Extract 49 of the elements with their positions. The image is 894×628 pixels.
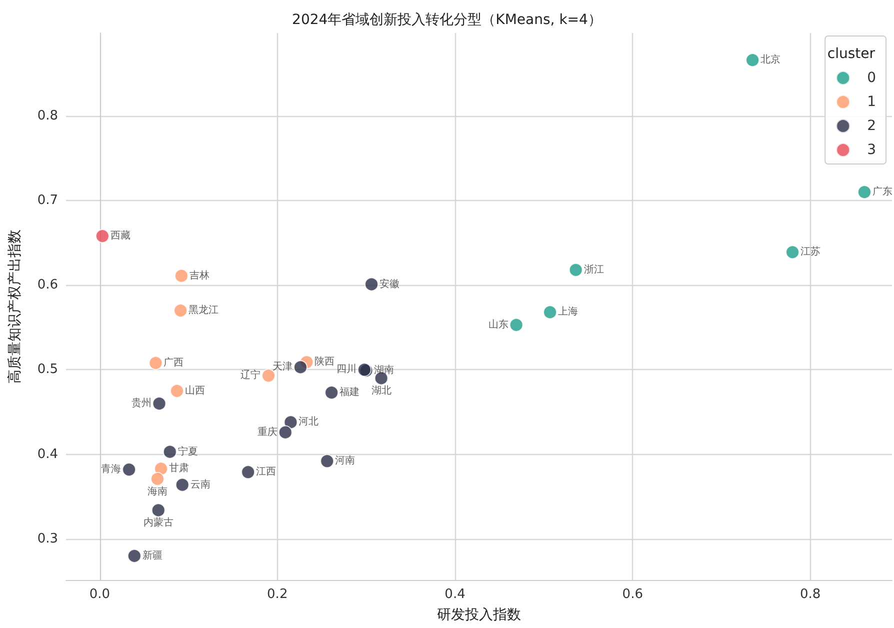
x-tick-label: 0.2 — [267, 587, 288, 602]
y-axis-title: 高质量知识产权产出指数 — [7, 230, 23, 384]
data-label: 江苏 — [800, 246, 821, 258]
data-label: 内蒙古 — [143, 516, 174, 529]
x-tick-label: 0.6 — [622, 587, 643, 602]
data-label: 四川 — [336, 363, 356, 376]
data-label: 河北 — [298, 416, 319, 428]
data-label: 安徽 — [380, 278, 400, 290]
data-label: 贵州 — [131, 397, 152, 410]
data-label: 宁夏 — [178, 445, 198, 458]
y-tick-label: 0.5 — [37, 362, 58, 378]
x-tick-label: 0.0 — [89, 587, 110, 602]
data-label: 广东 — [872, 186, 892, 198]
y-tick-label: 0.3 — [37, 531, 58, 546]
data-label: 河南 — [335, 454, 356, 467]
data-label: 重庆 — [257, 426, 278, 438]
data-label: 辽宁 — [240, 369, 261, 382]
y-tick-label: 0.6 — [37, 278, 58, 293]
x-axis-title: 研发投入指数 — [437, 607, 521, 623]
legend-label: 3 — [867, 142, 876, 158]
legend-label: 0 — [867, 70, 876, 86]
data-label: 上海 — [558, 306, 578, 318]
data-label: 西藏 — [110, 230, 130, 242]
y-tick-label: 0.4 — [37, 446, 58, 462]
data-label: 云南 — [190, 478, 210, 490]
data-label: 新疆 — [142, 549, 162, 562]
x-tick-label: 0.4 — [444, 587, 466, 602]
chart-title: 2024年省域创新投入转化分型（KMeans, k=4） — [292, 12, 602, 28]
data-label: 福建 — [340, 386, 360, 398]
data-label: 山东 — [488, 318, 508, 330]
data-label: 吉林 — [189, 269, 210, 282]
data-label: 江西 — [256, 466, 276, 478]
data-label: 甘肃 — [169, 462, 190, 474]
y-tick-label: 0.7 — [37, 193, 58, 208]
data-label: 北京 — [760, 54, 781, 66]
legend-title: cluster — [827, 46, 876, 62]
data-label: 浙江 — [584, 263, 604, 276]
data-label: 黑龙江 — [188, 304, 219, 316]
data-label: 陕西 — [314, 356, 335, 368]
data-label: 广西 — [164, 356, 184, 368]
legend-label: 1 — [867, 94, 876, 110]
legend-label: 2 — [867, 118, 876, 134]
y-tick-label: 0.8 — [37, 108, 58, 124]
x-tick-label: 0.8 — [800, 587, 821, 602]
data-label: 山西 — [185, 384, 206, 396]
data-label: 青海 — [101, 463, 122, 476]
data-label: 海南 — [147, 485, 168, 498]
data-label: 天津 — [272, 360, 292, 373]
data-label: 湖北 — [371, 384, 392, 397]
